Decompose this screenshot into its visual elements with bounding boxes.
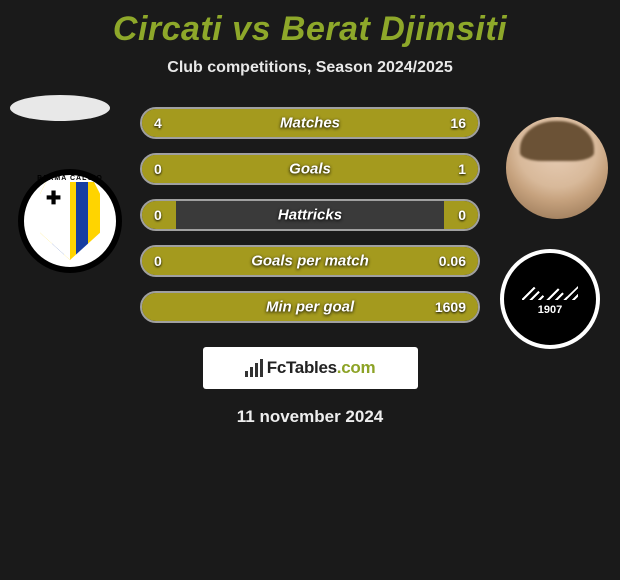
stats-area: PARMA CALCIO 1907 4 Matches 16 0 Goals	[0, 107, 620, 427]
player-photo-left	[10, 95, 110, 121]
stat-label: Matches	[142, 115, 478, 132]
player-photo-right	[506, 117, 608, 219]
page-subtitle: Club competitions, Season 2024/2025	[0, 59, 620, 77]
stat-value-right: 0.06	[439, 253, 466, 269]
page-title: Circati vs Berat Djimsiti	[0, 0, 620, 49]
stat-value-right: 1	[458, 161, 466, 177]
stat-bar-matches: 4 Matches 16	[140, 107, 480, 139]
stat-bar-gpm: 0 Goals per match 0.06	[140, 245, 480, 277]
stat-bars: 4 Matches 16 0 Goals 1 0 Hattricks 0	[140, 107, 480, 323]
brand-ext: .com	[337, 358, 375, 377]
badge-inner: 1907	[522, 280, 578, 317]
stat-label: Goals per match	[142, 253, 478, 270]
stat-label: Goals	[142, 161, 478, 178]
club-badge-left: PARMA CALCIO	[20, 171, 120, 271]
wave-icon	[522, 282, 578, 300]
shield-icon	[40, 182, 100, 260]
stat-label: Min per goal	[142, 299, 478, 316]
bar-chart-icon	[245, 359, 263, 377]
comparison-infographic: Circati vs Berat Djimsiti Club competiti…	[0, 0, 620, 580]
stat-bar-mpg: Min per goal 1609	[140, 291, 480, 323]
brand-name: FcTables	[267, 358, 337, 377]
stat-bar-hattricks: 0 Hattricks 0	[140, 199, 480, 231]
stat-bar-goals: 0 Goals 1	[140, 153, 480, 185]
stat-value-right: 16	[450, 115, 466, 131]
stat-value-right: 0	[458, 207, 466, 223]
stat-label: Hattricks	[142, 207, 478, 224]
badge-year: 1907	[522, 304, 578, 317]
branding-box: FcTables.com	[203, 347, 418, 389]
club-badge-right: 1907	[500, 249, 600, 349]
brand-text: FcTables.com	[267, 358, 376, 378]
badge-ring-text: PARMA CALCIO	[20, 175, 120, 182]
infographic-date: 11 november 2024	[0, 407, 620, 427]
stat-value-right: 1609	[435, 299, 466, 315]
